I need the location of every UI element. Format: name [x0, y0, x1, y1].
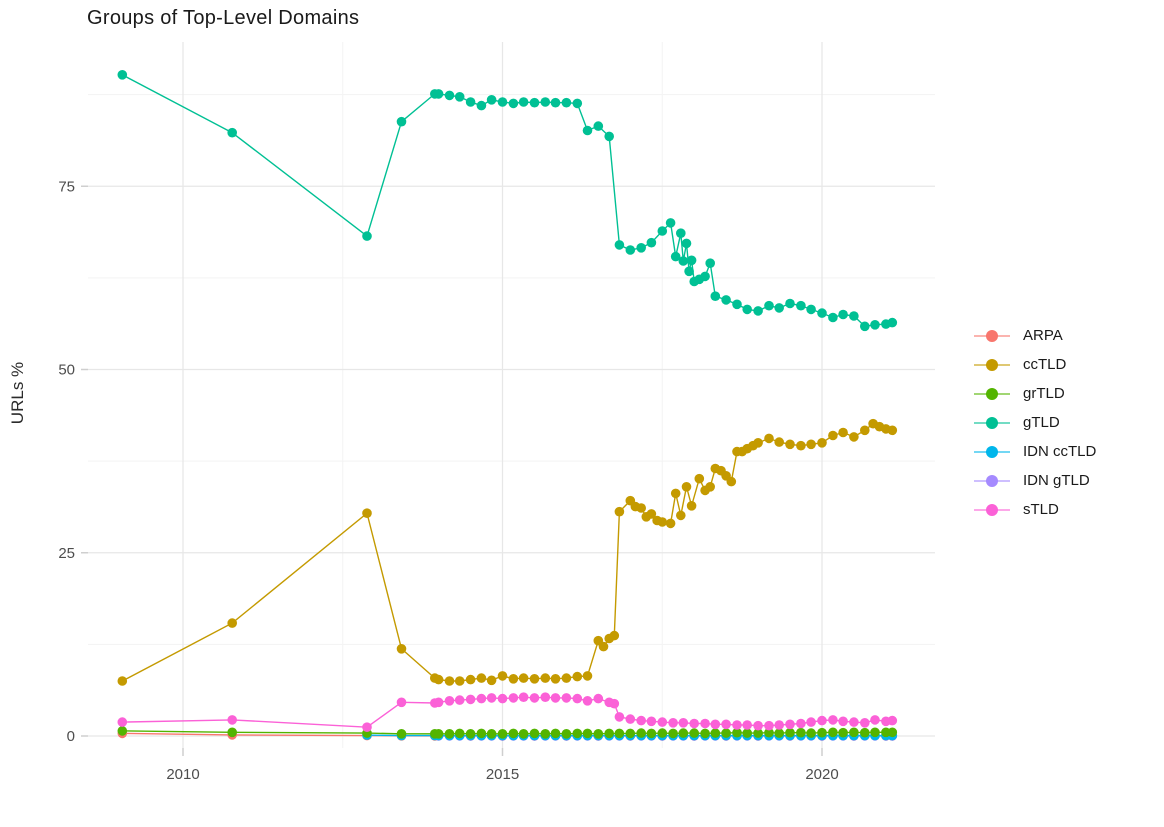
- legend: ARPA ccTLD grTLD gTLD IDN ccTLD IDN gTLD sTLD: [972, 321, 1096, 524]
- x-tick-label: 2020: [805, 766, 838, 783]
- y-tick-label: 0: [67, 728, 75, 745]
- series-cctld: [117, 418, 898, 686]
- axis-tick-marks: [81, 185, 823, 756]
- legend-label: IDN ccTLD: [1023, 443, 1097, 460]
- legend-key-arpa-icon: [972, 328, 1012, 344]
- legend-item-gtld: gTLD: [972, 408, 1096, 437]
- legend-label: sTLD: [1023, 501, 1059, 518]
- legend-label: ARPA: [1023, 327, 1063, 344]
- series-gtld: [117, 70, 898, 332]
- y-tick-label: 25: [58, 545, 75, 562]
- legend-key-cctld-icon: [972, 357, 1012, 373]
- legend-label: IDN gTLD: [1023, 472, 1090, 489]
- grid-minor: [88, 42, 935, 748]
- grid-major: [88, 42, 935, 748]
- legend-key-idn-gtld-icon: [972, 473, 1012, 489]
- x-tick-label: 2015: [486, 766, 519, 783]
- legend-item-grtld: grTLD: [972, 379, 1096, 408]
- legend-label: grTLD: [1023, 385, 1065, 402]
- series-grtld: [117, 726, 898, 739]
- legend-key-stld-icon: [972, 502, 1012, 518]
- y-tick-label: 75: [58, 178, 75, 195]
- legend-item-idn-gtld: IDN gTLD: [972, 466, 1096, 495]
- legend-key-gtld-icon: [972, 415, 1012, 431]
- legend-item-stld: sTLD: [972, 495, 1096, 524]
- y-tick-label: 50: [58, 362, 75, 379]
- legend-label: gTLD: [1023, 414, 1060, 431]
- series-stld: [117, 692, 898, 732]
- chart-title: Groups of Top-Level Domains: [87, 7, 360, 29]
- legend-item-arpa: ARPA: [972, 321, 1096, 350]
- legend-key-idn-cctld-icon: [972, 444, 1012, 460]
- legend-label: ccTLD: [1023, 356, 1067, 373]
- legend-key-grtld-icon: [972, 386, 1012, 402]
- legend-item-idn-cctld: IDN ccTLD: [972, 437, 1096, 466]
- legend-item-cctld: ccTLD: [972, 350, 1096, 379]
- x-tick-label: 2010: [166, 766, 199, 783]
